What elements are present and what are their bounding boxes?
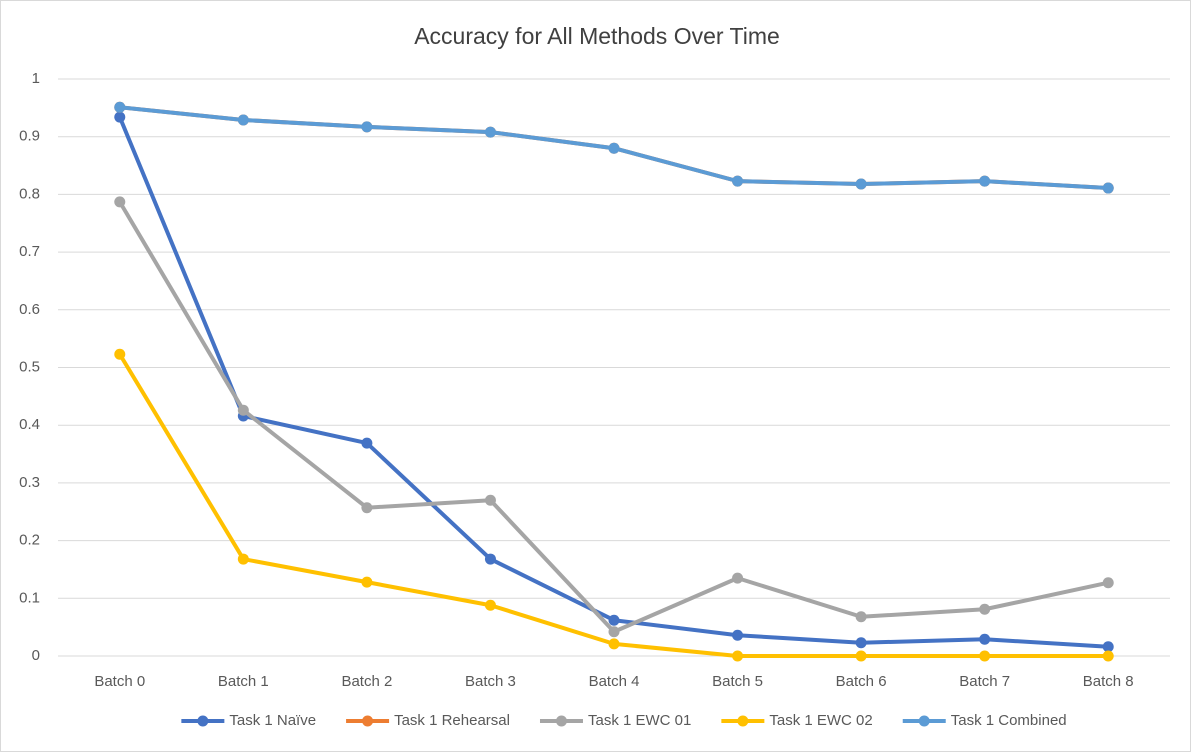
y-tick-label: 0.2	[19, 532, 40, 549]
data-point	[1102, 650, 1114, 662]
data-point	[855, 178, 867, 190]
x-tick-label: Batch 8	[1083, 673, 1134, 690]
legend-marker	[555, 715, 567, 727]
data-point	[608, 614, 620, 626]
data-point	[114, 101, 126, 113]
data-point	[114, 196, 126, 208]
y-tick-label: 0.9	[19, 128, 40, 145]
data-point	[484, 599, 496, 611]
legend-item: Task 1 EWC 01	[539, 712, 691, 729]
x-tick-label: Batch 7	[959, 673, 1010, 690]
data-point	[732, 650, 744, 662]
legend-marker	[737, 715, 749, 727]
legend-item: Task 1 EWC 02	[721, 712, 873, 729]
data-point	[608, 142, 620, 154]
legend-item: Task 1 Naïve	[181, 712, 316, 729]
legend-item: Task 1 Combined	[902, 712, 1067, 729]
y-tick-label: 0.4	[19, 416, 40, 433]
data-point	[732, 629, 744, 641]
data-point	[979, 633, 991, 645]
chart-title: Accuracy for All Methods Over Time	[414, 23, 780, 49]
data-point	[608, 638, 620, 650]
legend-label: Task 1 Combined	[951, 712, 1067, 729]
legend: Task 1 Naïve Task 1 Rehearsal Task 1 EWC 0…	[181, 712, 1067, 729]
data-point	[114, 111, 126, 123]
x-tick-label: Batch 6	[836, 673, 887, 690]
data-point	[361, 121, 373, 133]
data-point	[237, 404, 249, 416]
x-tick-label: Batch 1	[218, 673, 269, 690]
data-point	[732, 175, 744, 187]
x-tick-label: Batch 4	[589, 673, 640, 690]
data-point	[484, 494, 496, 506]
data-point	[855, 650, 867, 662]
data-point	[732, 572, 744, 584]
data-point	[1102, 182, 1114, 194]
y-tick-label: 0.8	[19, 185, 40, 202]
x-tick-label: Batch 5	[712, 673, 763, 690]
data-point	[1102, 577, 1114, 589]
data-point	[1102, 641, 1114, 653]
legend-label: Task 1 Rehearsal	[394, 712, 510, 729]
legend-marker	[918, 715, 930, 727]
data-point	[237, 553, 249, 565]
y-tick-label: 0.6	[19, 301, 40, 318]
data-point	[484, 126, 496, 138]
legend-marker	[197, 715, 209, 727]
y-tick-label: 1	[32, 70, 40, 87]
y-tick-label: 0.1	[19, 589, 40, 606]
y-tick-label: 0.5	[19, 358, 40, 375]
y-tick-label: 0.3	[19, 474, 40, 491]
x-tick-label: Batch 2	[341, 673, 392, 690]
data-point	[979, 650, 991, 662]
data-point	[361, 502, 373, 514]
x-tick-label: Batch 0	[94, 673, 145, 690]
legend-label: Task 1 EWC 01	[588, 712, 691, 729]
data-point	[979, 175, 991, 187]
data-point	[361, 576, 373, 588]
legend-label: Task 1 EWC 02	[769, 712, 872, 729]
data-point	[484, 553, 496, 565]
data-point	[114, 348, 126, 360]
legend-label: Task 1 Naïve	[229, 712, 316, 729]
data-point	[237, 114, 249, 126]
legend-item: Task 1 Rehearsal	[346, 712, 510, 729]
data-point	[979, 603, 991, 615]
data-point	[608, 626, 620, 638]
data-point	[855, 637, 867, 649]
x-tick-label: Batch 3	[465, 673, 516, 690]
data-point	[361, 437, 373, 449]
legend-marker	[362, 715, 374, 727]
y-tick-label: 0.7	[19, 243, 40, 260]
y-tick-label: 0	[32, 647, 40, 664]
data-point	[855, 611, 867, 623]
